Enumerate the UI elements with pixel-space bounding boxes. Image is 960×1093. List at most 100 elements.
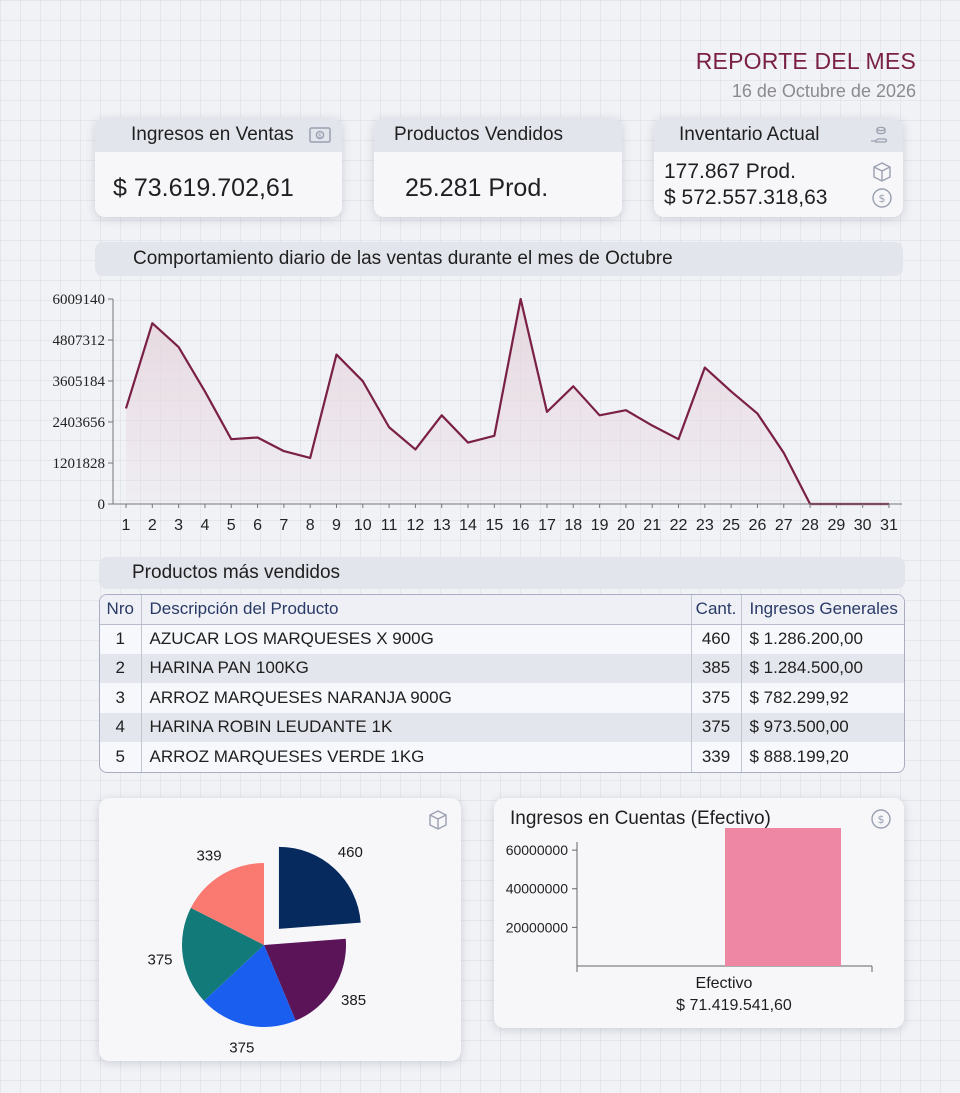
series-line <box>124 297 889 506</box>
table-header-row: Nro Descripción del Producto Cant. Ingre… <box>100 595 904 625</box>
x-tick-label: 19 <box>591 517 609 534</box>
table-row: 5 ARROZ MARQUESES VERDE 1KG 339 $ 888.19… <box>100 742 904 772</box>
product-description: ARROZ MARQUESES VERDE 1KG <box>140 742 691 772</box>
x-tick-label: 3 <box>174 517 183 534</box>
pie-slice <box>190 863 264 945</box>
x-tick-label: 23 <box>696 517 714 534</box>
category-label: Efectivo <box>696 975 753 992</box>
pie-slice-label: 375 <box>229 1040 254 1057</box>
card-inventory-header: Inventario Actual <box>654 118 903 152</box>
x-tick-label: 1 <box>122 517 131 534</box>
x-tick-label: 28 <box>801 517 819 534</box>
column-header: Ingresos Generales <box>740 595 904 625</box>
dollar-circle-icon: $ <box>871 809 891 829</box>
product-quantity: 460 <box>690 624 741 654</box>
column-header: Descripción del Producto <box>140 595 691 625</box>
x-tick-label: 11 <box>381 517 398 534</box>
product-description: AZUCAR LOS MARQUESES X 900G <box>140 624 691 654</box>
row-number: 4 <box>100 712 141 742</box>
card-sales: Ingresos en Ventas $ $ 73.619.702,61 <box>95 118 342 217</box>
report-date: 16 de Octubre de 2026 <box>731 81 916 101</box>
svg-text:$: $ <box>318 132 322 140</box>
box-icon <box>429 810 447 830</box>
y-tick-label: 0 <box>98 497 106 513</box>
pie-slice-label: 385 <box>341 992 366 1009</box>
x-tick-label: 13 <box>433 517 451 534</box>
row-number: 5 <box>115 746 125 766</box>
svg-text:$: $ <box>879 192 886 205</box>
x-tick-label: 2 <box>148 517 157 534</box>
x-tick-label: 9 <box>332 517 341 534</box>
card-products: Productos Vendidos 25.281 Prod. <box>374 118 622 217</box>
card-sales-header: Ingresos en Ventas $ <box>95 118 342 152</box>
product-description: HARINA ROBIN LEUDANTE 1K <box>140 712 691 742</box>
box-icon <box>873 162 891 182</box>
product-quantity: 339 <box>690 742 741 772</box>
accounts-bar-chart: 20000000 40000000 60000000 Efectivo <box>506 828 873 992</box>
y-tick-label: 1201828 <box>53 456 106 472</box>
column-header: Cant. <box>690 595 741 625</box>
x-tick-label: 29 <box>827 517 845 534</box>
pie-card: 460 385 375 375 339 <box>99 798 461 1061</box>
product-description: HARINA PAN 100KG <box>140 653 691 683</box>
product-revenue: $ 973.500,00 <box>740 712 904 742</box>
x-tick-label: 12 <box>407 517 425 534</box>
x-tick-label: 10 <box>354 517 372 534</box>
area-fill <box>126 299 889 504</box>
inventory-money: $ 572.557.318,63 <box>664 186 828 209</box>
x-tick-label: 22 <box>670 517 688 534</box>
product-revenue: $ 888.199,20 <box>740 742 904 772</box>
report-title: REPORTE DEL MES <box>695 48 916 74</box>
inventory-money-row: $ 572.557.318,63 $ <box>654 186 903 210</box>
y-tick-label: 4807312 <box>53 333 106 349</box>
pie-slice <box>264 938 346 1021</box>
card-products-value: 25.281 Prod. <box>405 174 549 202</box>
x-tick-label: 30 <box>854 517 872 534</box>
card-inventory: Inventario Actual 177.867 Prod. $ 572.55… <box>654 118 903 217</box>
table-row: 3 ARROZ MARQUESES NARANJA 900G 375 $ 782… <box>100 683 904 713</box>
table-row: 1 AZUCAR LOS MARQUESES X 900G 460 $ 1.28… <box>100 624 904 654</box>
product-revenue: $ 1.286.200,00 <box>740 624 904 654</box>
top-products-table: Nro Descripción del Producto Cant. Ingre… <box>99 594 905 773</box>
daily-chart-title: Comportamiento diario de las ventas dura… <box>95 242 903 276</box>
x-tick-label: 17 <box>538 517 556 534</box>
y-tick-label: 40000000 <box>506 881 569 897</box>
x-tick-label: 26 <box>749 517 767 534</box>
accounts-amount: $ 71.419.541,60 <box>676 997 792 1014</box>
product-revenue: $ 1.284.500,00 <box>740 653 904 683</box>
x-tick-label: 27 <box>775 517 793 534</box>
table-row: 2 HARINA PAN 100KG 385 $ 1.284.500,00 <box>100 653 904 683</box>
card-sales-value: $ 73.619.702,61 <box>113 174 294 202</box>
x-tick-label: 7 <box>279 517 288 534</box>
hand-coins-icon <box>871 126 888 143</box>
pie-slice-label: 460 <box>338 844 363 861</box>
pie-slice-label: 339 <box>197 848 222 865</box>
product-description: ARROZ MARQUESES NARANJA 900G <box>140 683 691 713</box>
report-header: REPORTE DEL MES 16 de Octubre de 2026 <box>696 48 916 102</box>
x-tick-label: 14 <box>459 517 477 534</box>
accounts-card: Ingresos en Cuentas (Efectivo) $ 2000000… <box>494 798 904 1028</box>
pie-slice-label: 375 <box>148 952 173 969</box>
x-tick-label: 18 <box>564 517 582 534</box>
svg-text:$: $ <box>878 813 885 826</box>
card-inventory-label: Inventario Actual <box>679 124 820 145</box>
daily-chart-title-text: Comportamiento diario de las ventas dura… <box>133 248 673 269</box>
card-products-label: Productos Vendidos <box>394 124 564 145</box>
top-products-title-text: Productos más vendidos <box>132 562 341 583</box>
pie-chart: 460 385 375 375 339 <box>148 844 367 1057</box>
inventory-units-row: 177.867 Prod. <box>654 160 903 184</box>
x-tick-label: 4 <box>200 517 209 534</box>
row-number: 2 <box>100 653 141 683</box>
x-tick-label: 6 <box>253 517 262 534</box>
x-tick-label: 5 <box>227 517 236 534</box>
bar <box>725 828 841 966</box>
x-tick-label: 31 <box>880 517 898 534</box>
product-quantity: 385 <box>690 653 741 683</box>
y-tick-label: 60000000 <box>506 842 569 858</box>
row-number: 3 <box>115 687 125 707</box>
y-tick-label: 2403656 <box>53 415 106 431</box>
x-tick-label: 21 <box>643 517 661 534</box>
inventory-units: 177.867 Prod. <box>664 160 796 183</box>
money-bill-icon: $ <box>309 127 331 143</box>
row-number: 1 <box>115 629 125 648</box>
